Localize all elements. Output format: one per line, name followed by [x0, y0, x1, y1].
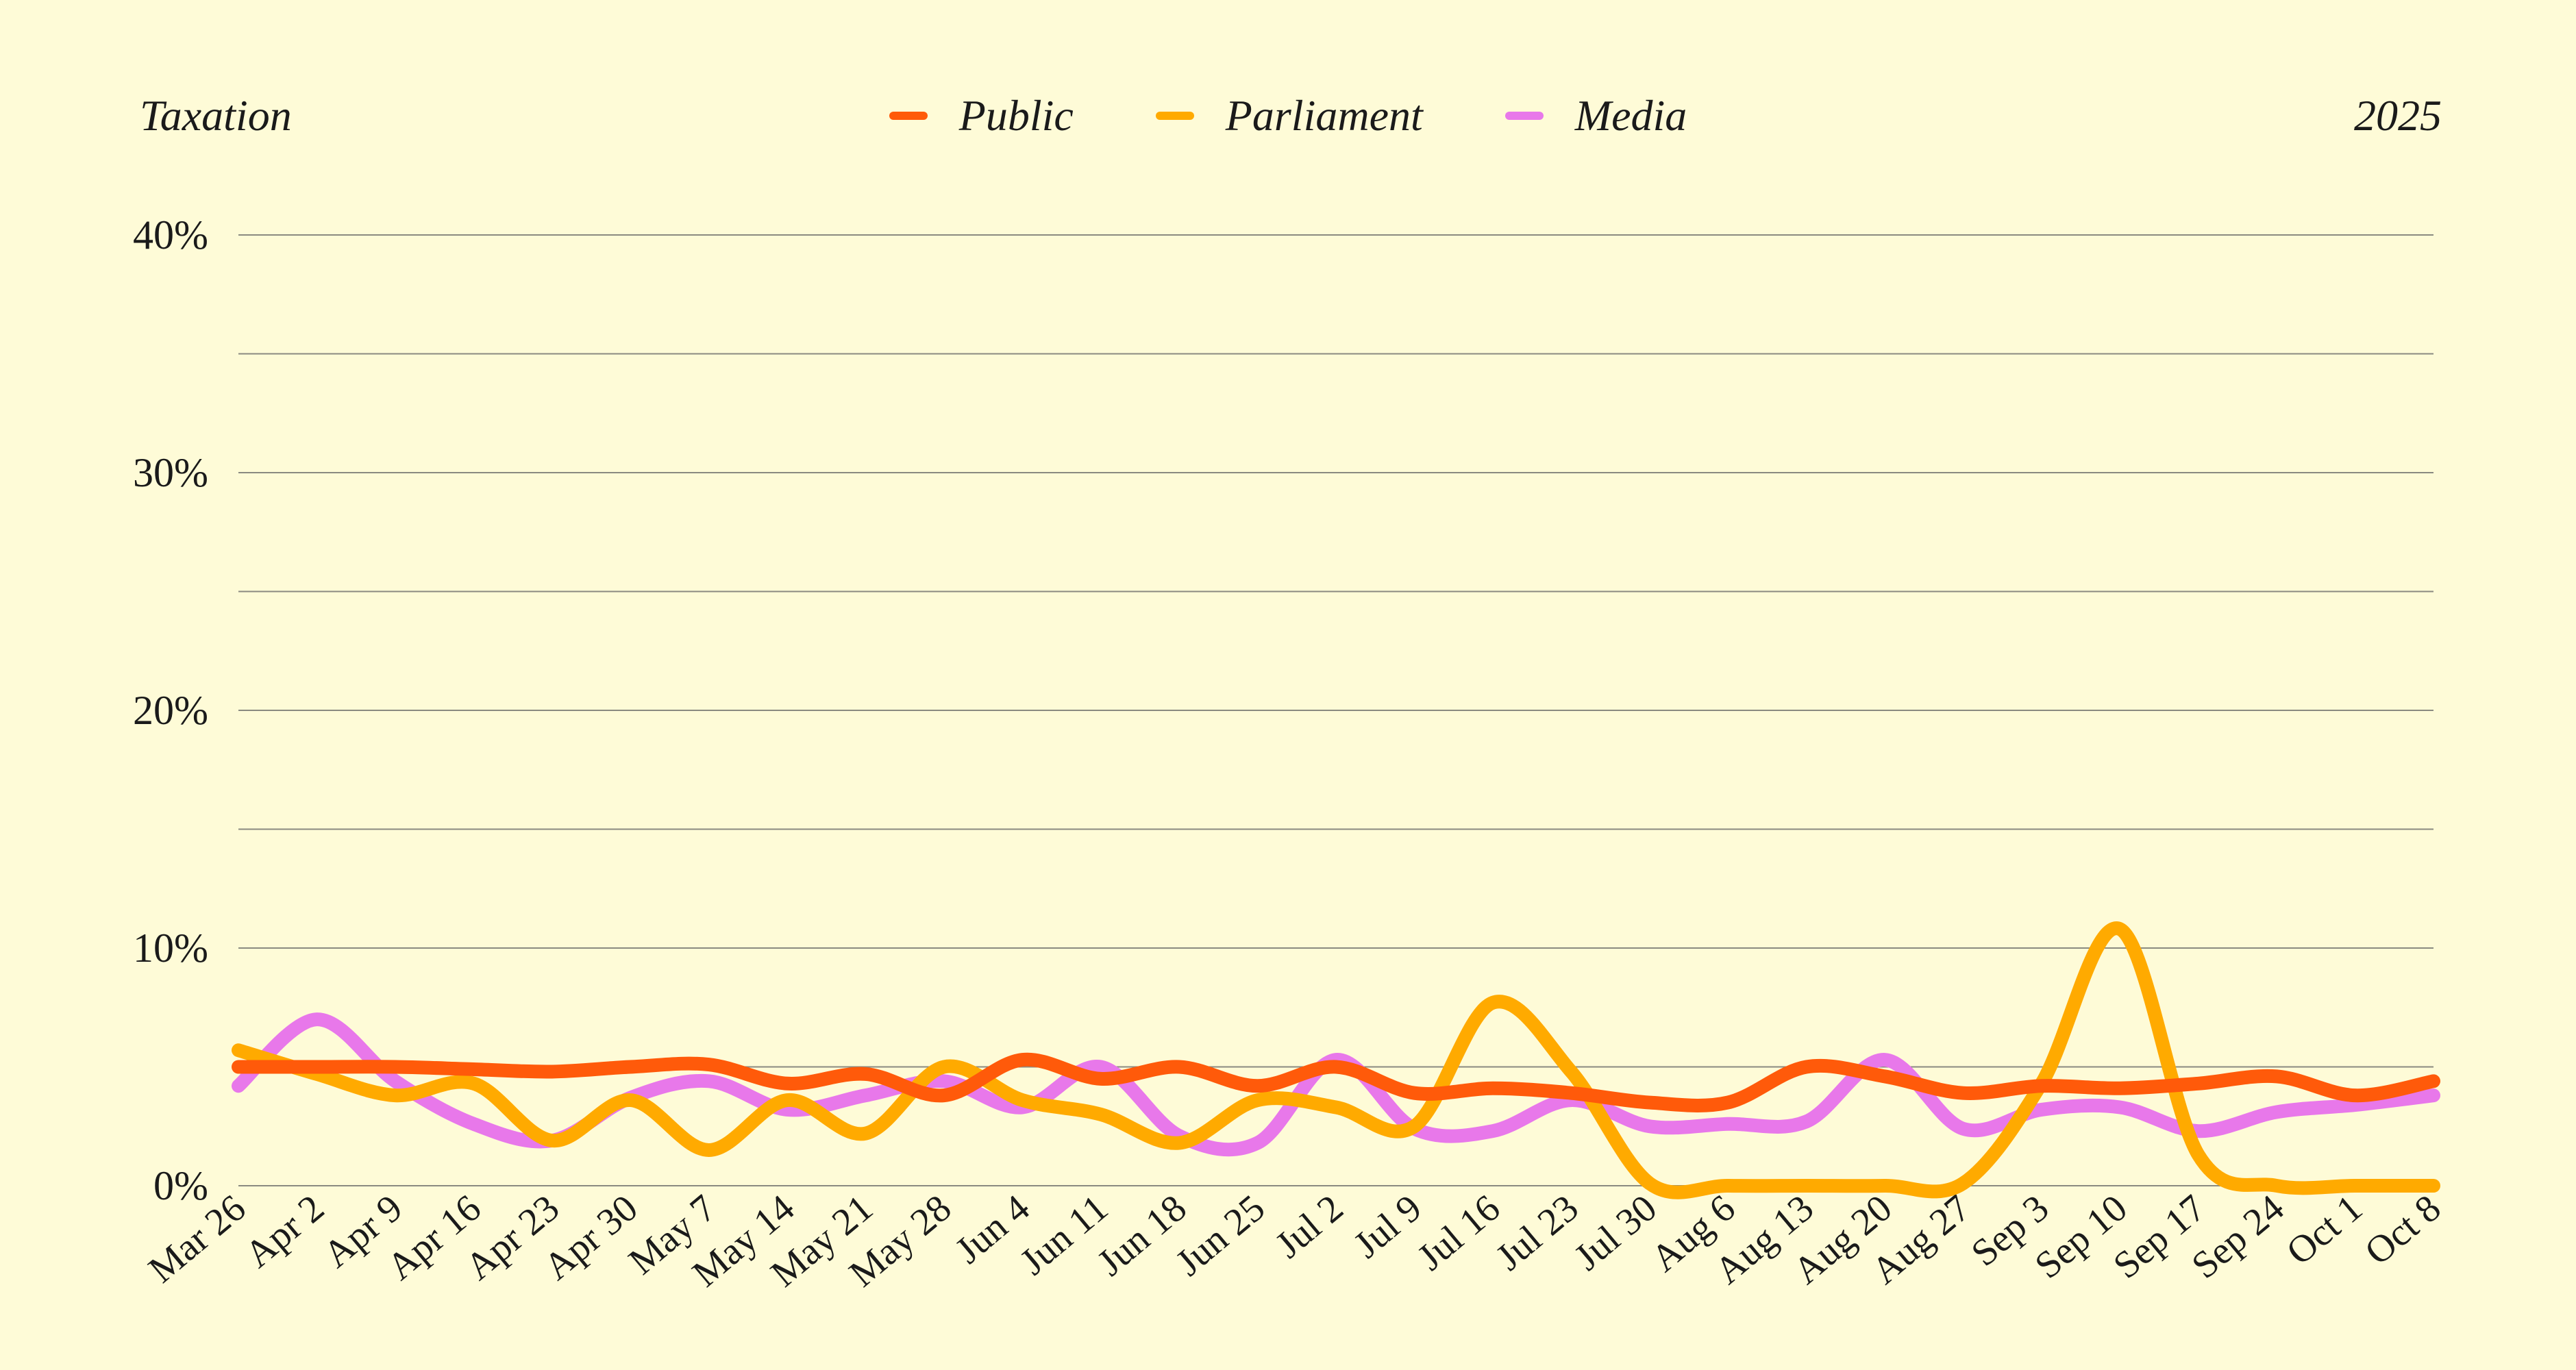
x-tick-label: Sep 10 [2027, 1186, 2135, 1286]
x-tick-label: Jun 25 [1168, 1186, 1273, 1284]
legend-label-parliament: Parliament [1225, 91, 1423, 140]
legend-label-public: Public [958, 91, 1074, 140]
chart-year: 2025 [2354, 91, 2442, 140]
legend-swatch-parliament [1155, 112, 1194, 120]
legend-item-public: Public [889, 90, 1074, 141]
x-tick-label: Sep 24 [2184, 1186, 2292, 1286]
x-tick-label: Jul 30 [1567, 1186, 1665, 1279]
x-tick-label: Jun 11 [1013, 1186, 1116, 1283]
x-tick-label: Jul 23 [1488, 1186, 1587, 1279]
legend-swatch-public [889, 112, 928, 120]
x-tick-label: Jul 16 [1410, 1186, 1509, 1279]
legend-swatch-media [1504, 112, 1544, 120]
x-tick-label: Sep 17 [2105, 1186, 2214, 1286]
x-tick-label: Oct 1 [2279, 1186, 2370, 1273]
x-tick-label: Jul 2 [1267, 1186, 1351, 1267]
legend: Public Parliament Media [0, 90, 2576, 141]
y-tick-label: 40% [133, 212, 208, 258]
legend-label-media: Media [1574, 91, 1687, 140]
x-tick-label: Apr 2 [237, 1186, 332, 1275]
series-line-parliament [232, 921, 2440, 1199]
series-line-public [232, 1052, 2440, 1112]
y-tick-label: 0% [153, 1163, 208, 1208]
legend-item-parliament: Parliament [1155, 90, 1423, 141]
x-tick-label: Jun 18 [1089, 1186, 1194, 1284]
legend-item-media: Media [1504, 90, 1687, 141]
y-tick-label: 20% [133, 688, 208, 733]
chart-topic: Taxation [140, 91, 292, 140]
y-tick-label: 30% [133, 450, 208, 495]
x-tick-label: Oct 8 [2357, 1186, 2449, 1273]
y-tick-label: 10% [133, 925, 208, 971]
